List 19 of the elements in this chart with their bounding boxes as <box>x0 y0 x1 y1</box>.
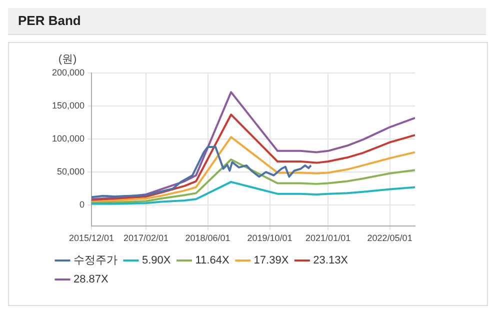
legend-label: 28.87X <box>74 274 110 286</box>
y-tick-label: 200,000 <box>52 67 85 78</box>
chart-title: PER Band <box>18 13 81 28</box>
y-tick-label: 150,000 <box>52 100 85 110</box>
legend-label: 11.64X <box>195 254 230 267</box>
y-tick-label: 100,000 <box>52 134 85 144</box>
legend-label: 수정주가 <box>74 254 118 267</box>
x-tick-label: 2021/01/01 <box>306 233 351 244</box>
legend-label: 17.39X <box>254 254 290 267</box>
x-tick-label: 2017/02/01 <box>123 233 169 244</box>
x-tick-label: 2022/05/01 <box>367 233 412 244</box>
legend-label: 23.13X <box>313 254 349 267</box>
x-tick-label: 2018/06/01 <box>185 233 230 244</box>
y-tick-label: 50,000 <box>57 166 85 177</box>
y-tick-label: 0 <box>80 200 85 210</box>
x-tick-label: 2019/10/01 <box>247 233 292 244</box>
x-tick-label: 2015/12/01 <box>69 233 114 244</box>
legend-label: 5.90X <box>142 254 172 267</box>
y-axis-title: (원) <box>58 54 77 66</box>
